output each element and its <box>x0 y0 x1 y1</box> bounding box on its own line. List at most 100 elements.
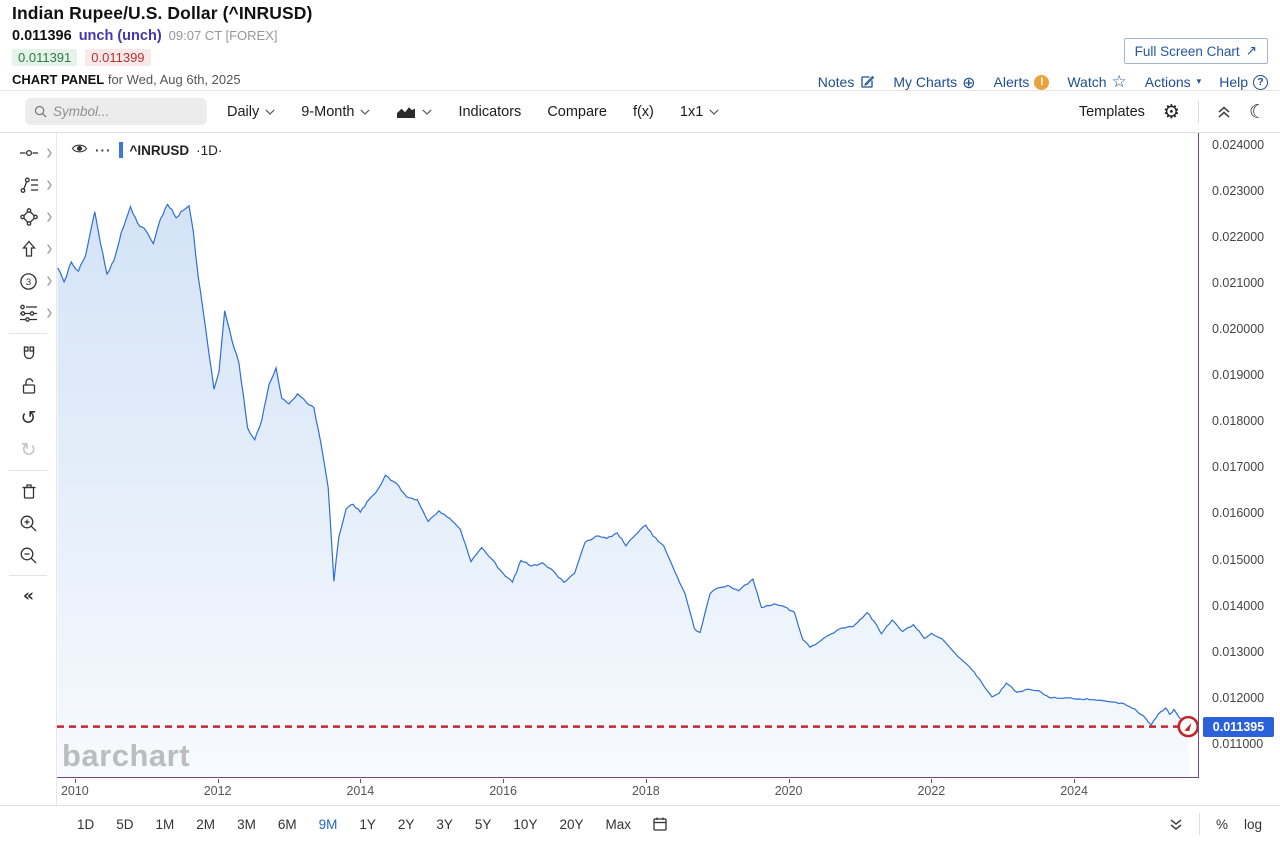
range-button-1y[interactable]: 1Y <box>359 816 376 832</box>
time-axis[interactable]: 2010 2012 2014 2016 2018 2020 2022 2024 <box>57 779 1199 805</box>
symbol-search-input[interactable] <box>53 104 193 119</box>
actions-menu[interactable]: Actions ▾ <box>1144 74 1202 90</box>
redo-icon: ↻ <box>20 439 37 461</box>
alert-icon: ! <box>1034 74 1050 90</box>
zoom-in-icon[interactable] <box>0 507 57 539</box>
visibility-eye-icon[interactable] <box>71 142 88 158</box>
range-button-3m[interactable]: 3M <box>237 816 256 832</box>
range-button-9m[interactable]: 9M <box>318 816 338 832</box>
bottombar-divider <box>1198 813 1200 835</box>
chart-legend: ··· ^INRUSD ·1D· <box>71 142 222 158</box>
time-axis-tick <box>74 779 76 783</box>
chart-type-dropdown[interactable] <box>396 105 433 119</box>
grid-layout-dropdown[interactable]: 1x1 <box>680 104 719 120</box>
more-options-icon[interactable]: ··· <box>95 142 112 158</box>
time-axis-label: 2010 <box>60 784 89 798</box>
compare-button[interactable]: Compare <box>547 103 607 120</box>
unlock-tool-icon[interactable] <box>0 370 57 402</box>
alerts-link[interactable]: Alerts ! <box>994 74 1050 90</box>
time-axis-tick <box>1074 779 1076 783</box>
trendline-tool-icon[interactable]: ❯ <box>0 169 57 201</box>
period-dropdown[interactable]: Daily <box>227 104 275 120</box>
range-button-1d[interactable]: 1D <box>77 816 95 832</box>
time-axis-label: 2020 <box>774 784 803 798</box>
fibonacci-tool-icon[interactable]: ❯ <box>0 297 57 329</box>
price-axis-label: 0.018000 <box>1212 414 1265 429</box>
expand-panel-icon[interactable] <box>1169 818 1183 831</box>
gear-icon[interactable]: ⚙ <box>1162 101 1180 123</box>
notes-link[interactable]: Notes <box>818 74 876 90</box>
collapse-rail-icon[interactable]: « <box>23 586 34 606</box>
time-axis-label: 2018 <box>631 784 660 798</box>
help-link[interactable]: Help ? <box>1219 74 1268 90</box>
chart-plot-area[interactable]: ··· ^INRUSD ·1D· barchart <box>57 133 1199 778</box>
notes-icon <box>861 75 875 88</box>
log-scale-toggle[interactable]: log <box>1243 816 1262 832</box>
percent-scale-toggle[interactable]: % <box>1215 816 1228 832</box>
trash-icon[interactable] <box>0 475 57 507</box>
dark-mode-moon-icon[interactable]: ☾ <box>1248 101 1266 123</box>
range-button-5d[interactable]: 5D <box>116 816 134 832</box>
collapse-toolbar-icon[interactable] <box>1217 105 1231 119</box>
ask-price: 0.011399 <box>85 49 151 66</box>
tool-expand-icon[interactable]: ❯ <box>45 179 53 190</box>
rail-divider <box>9 470 47 471</box>
range-button-2y[interactable]: 2Y <box>397 816 415 832</box>
time-axis-tick <box>360 779 362 783</box>
range-button-3y[interactable]: 3Y <box>436 816 453 832</box>
quote-time: 09:07 CT [FOREX] <box>168 28 278 43</box>
page-title: Indian Rupee/U.S. Dollar (^INRUSD) <box>12 3 313 23</box>
legend-symbol: ^INRUSD <box>129 142 190 158</box>
price-line-series <box>57 203 1189 727</box>
price-axis-label: 0.016000 <box>1212 506 1265 521</box>
calendar-icon[interactable] <box>652 816 668 832</box>
svg-text:3: 3 <box>26 277 31 288</box>
elliott-wave-tool-icon[interactable]: 3 ❯ <box>0 265 57 297</box>
search-icon <box>34 105 47 118</box>
time-axis-label: 2022 <box>917 784 946 798</box>
range-button-max[interactable]: Max <box>605 816 631 832</box>
range-dropdown[interactable]: 9-Month <box>301 104 371 120</box>
indicators-button[interactable]: Indicators <box>458 103 522 120</box>
fx-button[interactable]: f(x) <box>632 103 654 120</box>
drawing-tools-rail: ❯ ❯ ❯ ❯ 3 ❯ ❯ ↺ ↻ « <box>0 133 57 805</box>
templates-button[interactable]: Templates <box>1078 104 1145 120</box>
tool-expand-icon[interactable]: ❯ <box>45 307 53 318</box>
zoom-out-icon[interactable] <box>0 539 57 571</box>
price-axis-label: 0.021000 <box>1212 276 1265 291</box>
rail-divider <box>9 575 47 576</box>
range-button-5y[interactable]: 5Y <box>474 816 492 832</box>
range-button-10y[interactable]: 10Y <box>513 816 538 832</box>
fullscreen-chart-button[interactable]: Full Screen Chart ↗ <box>1123 38 1268 64</box>
chevron-down-icon <box>265 109 275 115</box>
range-button-2m[interactable]: 2M <box>196 816 216 832</box>
symbol-search[interactable] <box>25 98 207 125</box>
tool-expand-icon[interactable]: ❯ <box>45 243 53 254</box>
crosshair-tool-icon[interactable]: ❯ <box>0 137 57 169</box>
chart-panel-label: CHART PANEL <box>12 72 105 87</box>
price-axis-label: 0.015000 <box>1212 552 1265 567</box>
range-button-20y[interactable]: 20Y <box>559 816 584 832</box>
range-button-6m[interactable]: 6M <box>277 816 297 832</box>
magnet-tool-icon[interactable] <box>0 338 57 370</box>
shapes-tool-icon[interactable]: ❯ <box>0 201 57 233</box>
price-change: unch (unch) <box>78 28 162 44</box>
last-price: 0.011396 <box>12 28 72 44</box>
undo-icon[interactable]: ↺ <box>20 407 37 429</box>
area-chart-type-icon <box>397 105 416 118</box>
price-axis-label: 0.012000 <box>1212 690 1265 705</box>
price-axis[interactable]: 0.011000 0.012000 0.013000 0.014000 0.015000… <box>1200 133 1280 778</box>
series-color-bar <box>118 142 123 158</box>
bid-price: 0.011391 <box>12 49 78 66</box>
time-axis-tick <box>503 779 505 783</box>
range-button-1m[interactable]: 1M <box>155 816 175 832</box>
arrow-tool-icon[interactable]: ❯ <box>0 233 57 265</box>
legend-interval[interactable]: ·1D· <box>196 142 223 158</box>
tool-expand-icon[interactable]: ❯ <box>45 147 53 158</box>
tool-expand-icon[interactable]: ❯ <box>45 275 53 286</box>
my-charts-link[interactable]: My Charts ⊕ <box>893 72 976 92</box>
watch-link[interactable]: Watch ☆ <box>1067 72 1127 92</box>
bottom-range-bar: 1D 5D 1M 2M 3M 6M 9M 1Y 2Y 3Y 5Y 10Y 20Y Max % log <box>0 805 1280 842</box>
tool-expand-icon[interactable]: ❯ <box>45 211 53 222</box>
